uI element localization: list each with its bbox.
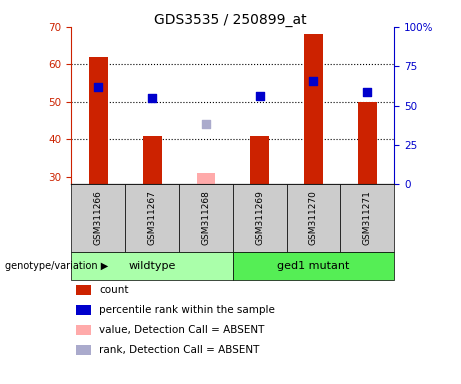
Text: percentile rank within the sample: percentile rank within the sample bbox=[99, 305, 275, 315]
Bar bbox=[250, 136, 269, 184]
Bar bbox=[358, 102, 377, 184]
Bar bbox=[89, 57, 108, 184]
Text: rank, Detection Call = ABSENT: rank, Detection Call = ABSENT bbox=[99, 345, 260, 355]
Bar bbox=[196, 173, 215, 184]
Text: wildtype: wildtype bbox=[129, 261, 176, 271]
Point bbox=[310, 78, 317, 84]
Text: ged1 mutant: ged1 mutant bbox=[278, 261, 349, 271]
Point bbox=[95, 84, 102, 90]
Bar bbox=[143, 136, 161, 184]
Text: count: count bbox=[99, 285, 129, 295]
Text: GSM311266: GSM311266 bbox=[94, 190, 103, 245]
Text: GSM311269: GSM311269 bbox=[255, 190, 264, 245]
Point bbox=[148, 95, 156, 101]
Point bbox=[256, 93, 263, 99]
Text: value, Detection Call = ABSENT: value, Detection Call = ABSENT bbox=[99, 325, 265, 335]
Text: GSM311271: GSM311271 bbox=[363, 190, 372, 245]
Text: GSM311270: GSM311270 bbox=[309, 190, 318, 245]
Text: GDS3535 / 250899_at: GDS3535 / 250899_at bbox=[154, 13, 307, 27]
Text: GSM311268: GSM311268 bbox=[201, 190, 210, 245]
Text: genotype/variation ▶: genotype/variation ▶ bbox=[5, 261, 108, 271]
Point bbox=[364, 89, 371, 96]
Bar bbox=[304, 35, 323, 184]
Text: GSM311267: GSM311267 bbox=[148, 190, 157, 245]
Point bbox=[202, 121, 210, 127]
